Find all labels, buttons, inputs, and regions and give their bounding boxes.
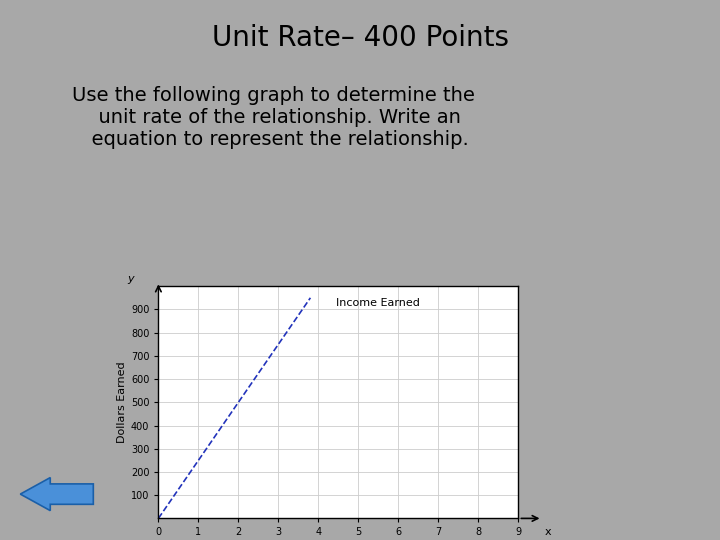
Text: Income Earned: Income Earned	[336, 298, 420, 308]
Text: Unit Rate– 400 Points: Unit Rate– 400 Points	[212, 24, 508, 52]
Text: y: y	[127, 274, 134, 284]
FancyArrow shape	[20, 477, 94, 511]
Y-axis label: Dollars Earned: Dollars Earned	[117, 361, 127, 443]
Text: Use the following graph to determine the
  unit rate of the relationship. Write : Use the following graph to determine the…	[72, 86, 475, 150]
Text: x: x	[545, 528, 552, 537]
